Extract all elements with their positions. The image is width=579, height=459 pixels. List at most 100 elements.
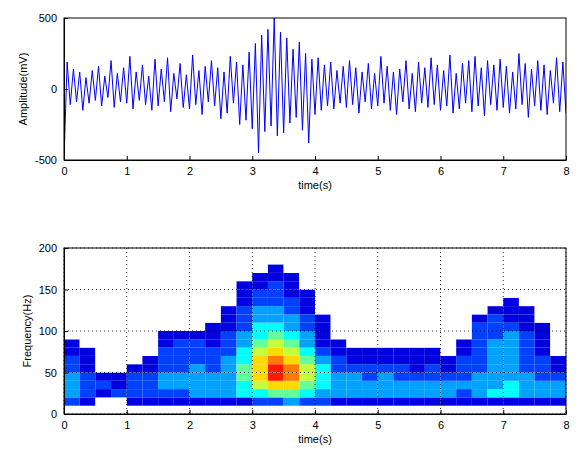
spectrogram-cell	[158, 331, 174, 339]
spectrogram-cell	[393, 298, 409, 306]
spectrogram-cell	[488, 265, 504, 273]
spectrogram-cell	[221, 290, 237, 298]
tick: 6	[438, 410, 444, 431]
spectrogram-cell	[425, 356, 441, 364]
tick-label: 4	[312, 165, 318, 177]
tick-label: 1	[124, 419, 130, 431]
spectrogram-cell	[237, 364, 253, 372]
spectrogram-cell	[393, 381, 409, 389]
spectrogram-cell	[111, 381, 127, 389]
tick: 0	[51, 83, 68, 95]
spectrogram-cell	[346, 331, 362, 339]
spectrogram-cell	[205, 273, 221, 281]
tick-mark	[566, 410, 567, 414]
spectrogram-cell	[488, 356, 504, 364]
spectrogram-cell	[284, 290, 300, 298]
spectrogram-cell	[205, 364, 221, 372]
tick-mark	[315, 156, 316, 160]
spectrogram-cell	[315, 306, 331, 314]
spectrogram-cell	[127, 298, 143, 306]
spectrogram-cell	[64, 356, 80, 364]
spectrogram-cell	[190, 290, 206, 298]
spectrogram-cell	[284, 339, 300, 347]
spectrogram-cell	[535, 339, 551, 347]
spectrogram-cell	[237, 290, 253, 298]
x-axis: 012345678	[61, 410, 569, 431]
spectrogram-cell	[190, 373, 206, 381]
spectrogram-cell	[111, 265, 127, 273]
spectrogram-cell	[205, 331, 221, 339]
spectrogram-cell	[190, 281, 206, 289]
spectrogram-cell	[441, 273, 457, 281]
spectrogram-cell	[95, 348, 111, 356]
spectrogram-cell	[80, 290, 96, 298]
figure: 012345678-5000500time(s)Amplitude(mV)012…	[0, 0, 579, 459]
spectrogram-cell	[346, 348, 362, 356]
spectrogram-cell	[142, 364, 158, 372]
spectrogram-cell	[488, 397, 504, 405]
spectrogram-cell	[519, 298, 535, 306]
spectrogram-cell	[503, 323, 519, 331]
spectrogram-cell	[111, 364, 127, 372]
spectrogram-cell	[268, 381, 284, 389]
spectrogram-cell	[190, 298, 206, 306]
spectrogram-cell	[393, 265, 409, 273]
spectrogram-cell	[64, 265, 80, 273]
spectrogram-cell	[127, 397, 143, 405]
spectrogram-cell	[299, 397, 315, 405]
spectrogram-cell	[488, 331, 504, 339]
tick-label: 2	[187, 165, 193, 177]
spectrogram-cell	[95, 265, 111, 273]
spectrogram-cell	[174, 339, 190, 347]
spectrogram-cell	[205, 290, 221, 298]
spectrogram-cell	[393, 323, 409, 331]
spectrogram-cell	[472, 356, 488, 364]
spectrogram-cell	[346, 406, 362, 414]
spectrogram-cell	[456, 364, 472, 372]
spectrogram-cell	[393, 373, 409, 381]
spectrogram-cell	[425, 389, 441, 397]
spectrogram-cell	[425, 306, 441, 314]
spectrogram-cell	[315, 265, 331, 273]
spectrogram-cell	[158, 364, 174, 372]
spectrogram-cell	[362, 331, 378, 339]
tick-mark	[64, 414, 68, 415]
tick: 8	[563, 156, 569, 177]
spectrogram-cell	[268, 306, 284, 314]
spectrogram-cell	[488, 348, 504, 356]
tick-mark	[127, 156, 128, 160]
tick: 3	[250, 156, 256, 177]
spectrogram-cell	[346, 356, 362, 364]
spectrogram-cell	[284, 356, 300, 364]
spectrogram-cell	[488, 406, 504, 414]
spectrogram-cell	[127, 381, 143, 389]
spectrogram-cell	[550, 306, 566, 314]
spectrogram-cell	[441, 373, 457, 381]
spectrogram-cell	[456, 314, 472, 322]
spectrogram-cell	[472, 273, 488, 281]
spectrogram-cell	[550, 323, 566, 331]
spectrogram-cell	[158, 381, 174, 389]
spectrogram-cell	[346, 306, 362, 314]
spectrogram-cell	[472, 290, 488, 298]
spectrogram-cell	[519, 314, 535, 322]
spectrogram-cell	[221, 381, 237, 389]
spectrogram-cell	[362, 290, 378, 298]
spectrogram-cell	[488, 306, 504, 314]
spectrogram-cell	[299, 290, 315, 298]
spectrogram-cell	[519, 290, 535, 298]
spectrogram-cell	[158, 348, 174, 356]
spectrogram-cell	[362, 381, 378, 389]
tick-mark	[190, 156, 191, 160]
tick-label: 7	[501, 165, 507, 177]
spectrogram-cell	[519, 331, 535, 339]
spectrogram-cell	[519, 306, 535, 314]
spectrogram-cell	[488, 373, 504, 381]
spectrogram-cell	[158, 265, 174, 273]
spectrogram-cell	[299, 306, 315, 314]
spectrogram-cell	[488, 364, 504, 372]
spectrogram-cell	[409, 381, 425, 389]
spectrogram-cell	[268, 389, 284, 397]
spectrogram-cell	[456, 397, 472, 405]
spectrogram-cell	[362, 373, 378, 381]
